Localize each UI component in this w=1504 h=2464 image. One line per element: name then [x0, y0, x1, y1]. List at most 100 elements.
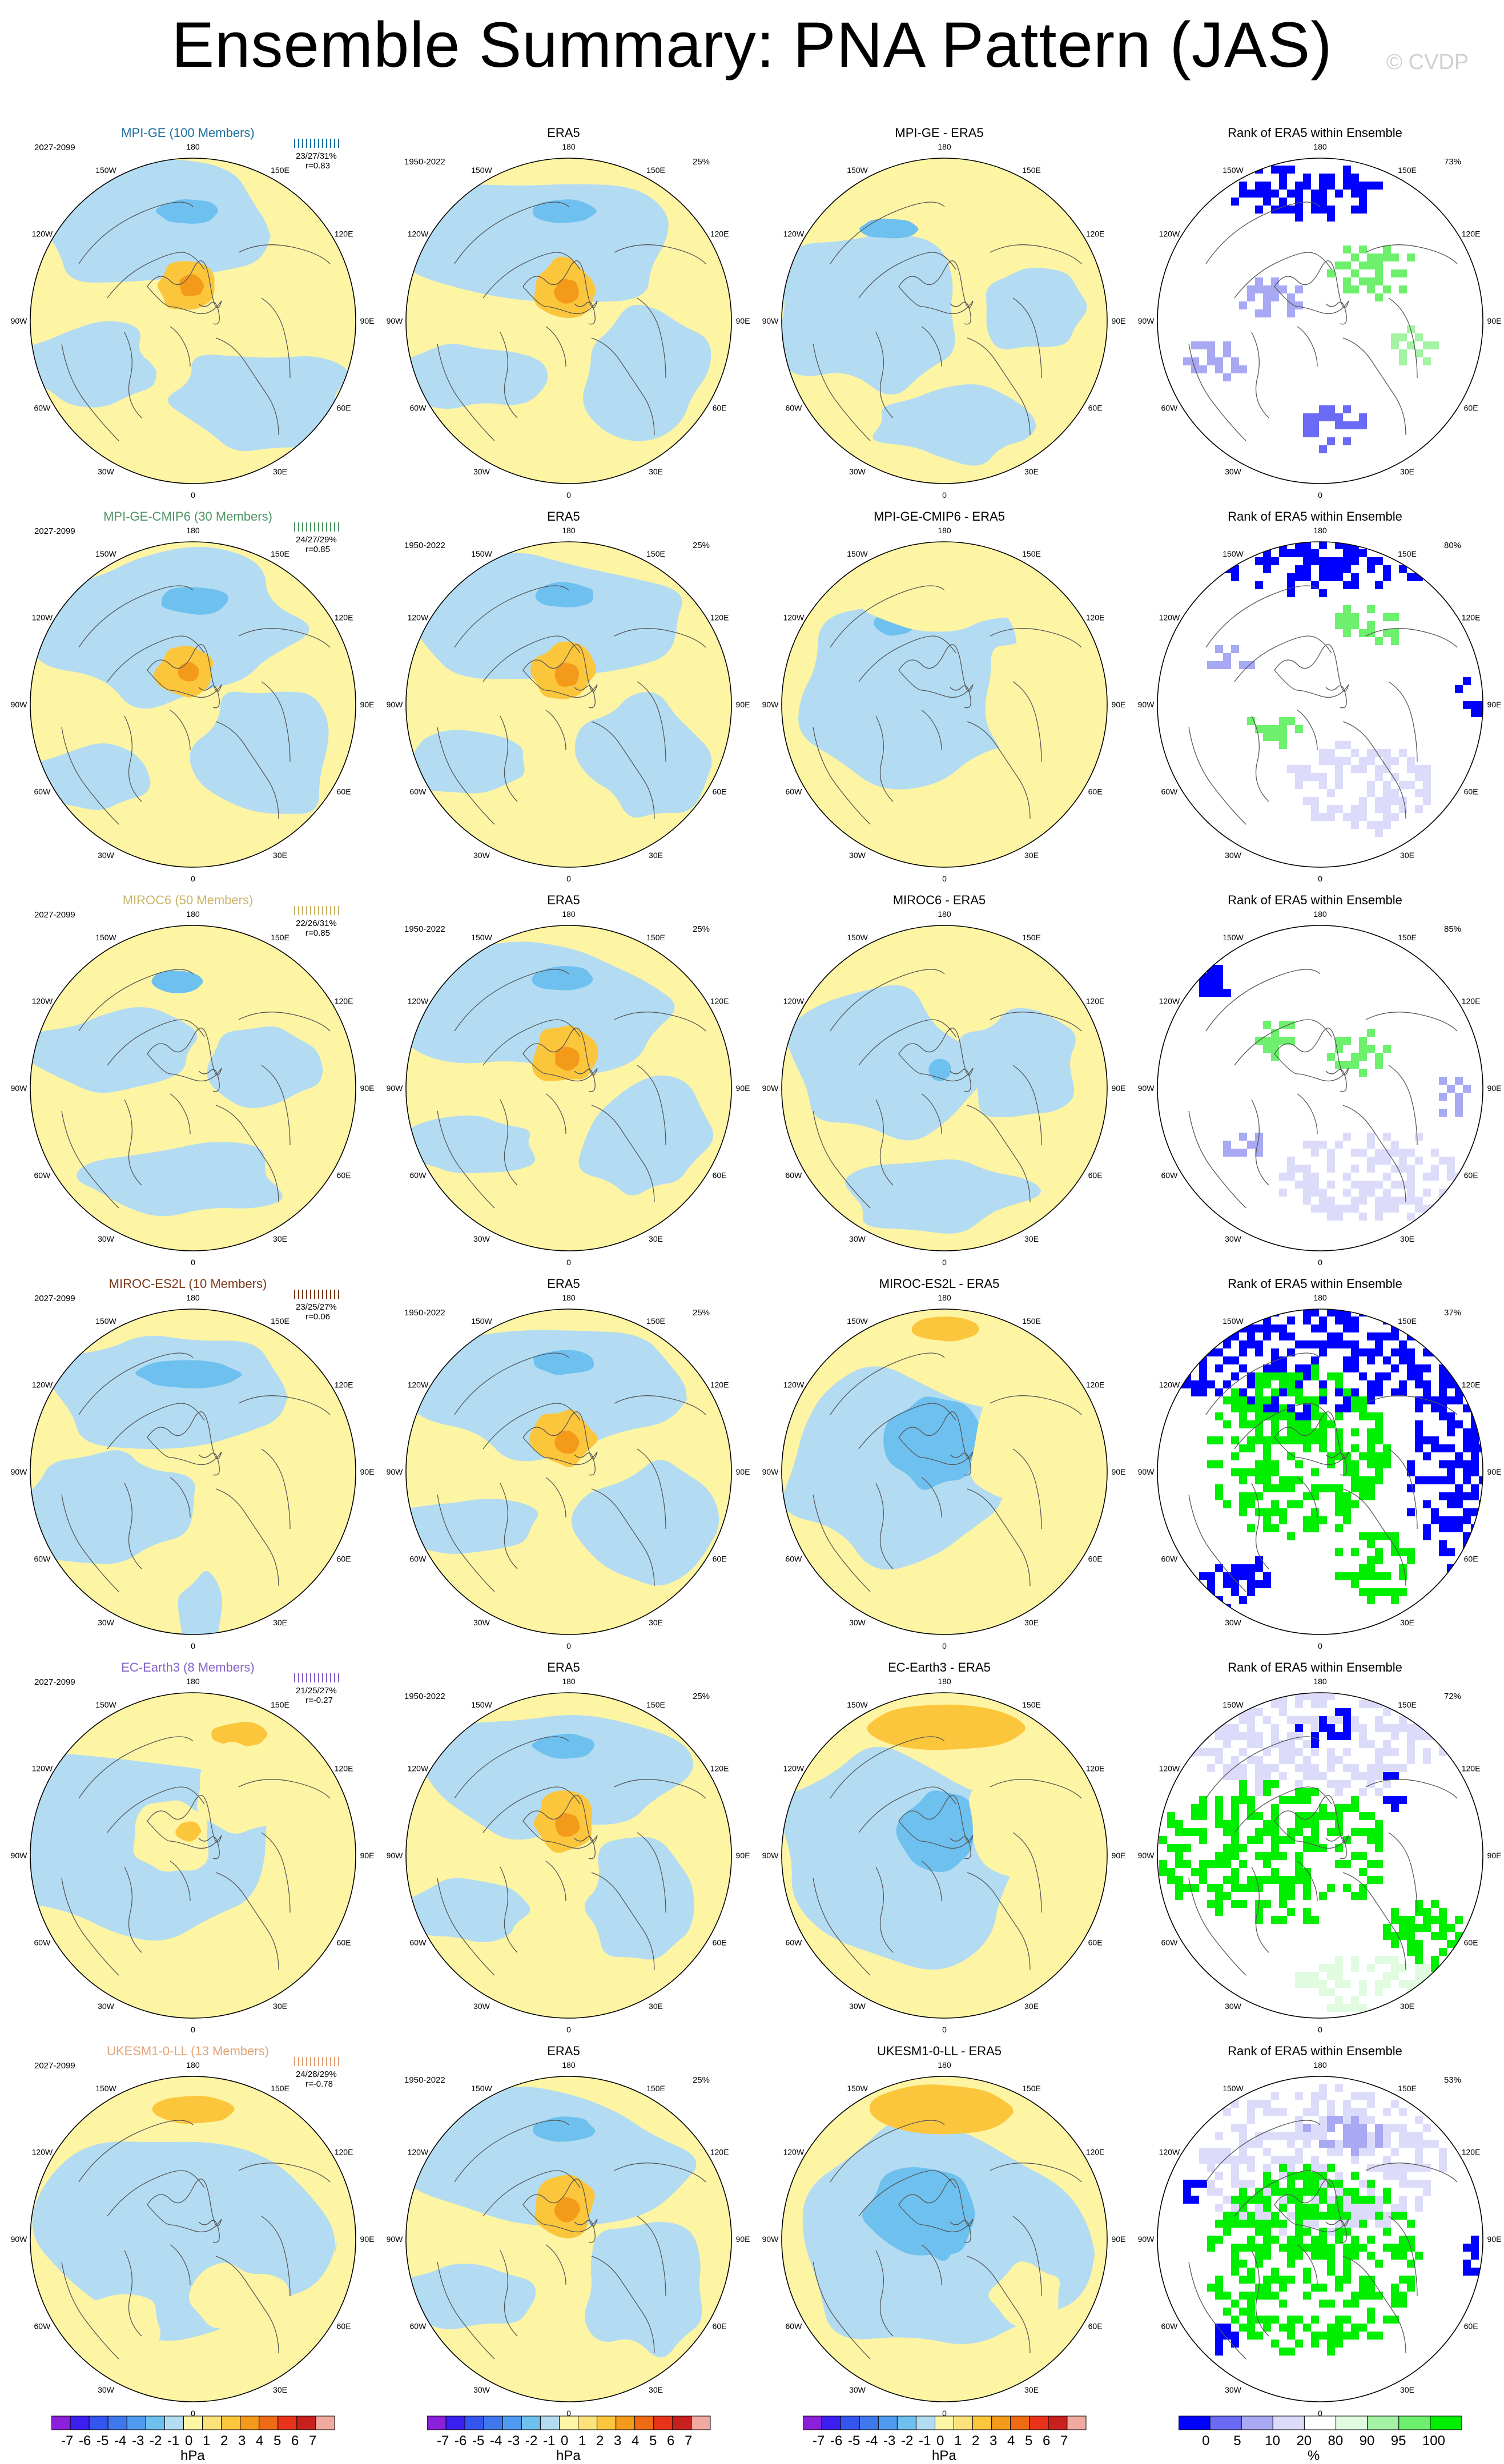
rank-cell: [1351, 2116, 1359, 2124]
rank-title: Rank of ERA5 within Ensemble: [1228, 2044, 1402, 2058]
rank-cell: [1343, 2188, 1351, 2196]
rank-cell: [1223, 2212, 1231, 2220]
rank-cell: [1343, 621, 1351, 629]
rank-cell: [1263, 1484, 1271, 1492]
rank-cell: [1327, 2204, 1335, 2212]
rank-cell: [1343, 557, 1351, 565]
rank-cell: [1311, 2092, 1319, 2100]
rank-cell: [1415, 1364, 1423, 1372]
rank-cell: [1247, 2236, 1255, 2244]
rank-cell: [1271, 2180, 1279, 2188]
rank-cell: [1207, 1348, 1215, 1356]
rank-cell: [1375, 1380, 1383, 1388]
rank-cell: [1319, 2252, 1327, 2260]
legend-swatch: [597, 2415, 617, 2430]
rank-cell: [1319, 749, 1327, 757]
legend-swatch: [691, 2415, 711, 2430]
rank-cell: [1215, 2284, 1223, 2292]
rank-cell: [1327, 805, 1335, 813]
coastline: [238, 244, 331, 264]
rank-cell: [1327, 1372, 1335, 1380]
rank-cell: [1319, 2180, 1327, 2188]
rank-cell: [1439, 2164, 1447, 2172]
difference-title: MIROC6 - ERA5: [892, 893, 986, 907]
rank-cell: [1343, 1732, 1351, 1740]
rank-cell: [1383, 2124, 1391, 2132]
rank-cell: [1191, 1732, 1199, 1740]
rank-cell: [1375, 2140, 1383, 2148]
rank-cell: [1303, 1884, 1311, 1892]
rank-cell: [1223, 1852, 1231, 1860]
rank-cell: [1255, 1428, 1263, 1436]
rank-cell: [1455, 1484, 1463, 1492]
coastline: [1342, 2256, 1406, 2354]
longitude-label: 0: [942, 1641, 947, 1650]
rank-cell: [1415, 1924, 1423, 1932]
rank-cell: [1367, 1452, 1375, 1460]
rank-percent-label: 53%: [1444, 2075, 1462, 2085]
rank-cell: [1303, 1716, 1311, 1724]
rank-cell: [1479, 1516, 1483, 1524]
rank-cell: [1399, 2140, 1407, 2148]
rank-cell: [1319, 182, 1327, 190]
rank-cell: [1335, 2284, 1343, 2292]
longitude-label: 180: [186, 1677, 200, 1686]
rank-cell: [1295, 214, 1303, 222]
rank-cell: [1423, 1476, 1431, 1484]
legend-swatch: [315, 2415, 335, 2430]
longitude-label: 180: [186, 2060, 200, 2070]
rank-cell: [1343, 565, 1351, 573]
rank-cell: [1335, 1309, 1343, 1316]
rank-cell: [1359, 1564, 1367, 1572]
rank-cell: [1335, 1980, 1343, 1988]
rank-cell: [1279, 198, 1287, 206]
rank-cell: [1439, 1348, 1447, 1356]
longitude-label: 30W: [473, 1618, 490, 1627]
model-panel: 180 150E 120E 90E 60E 30E 0 30W 60W 90W 120W 150W MP…: [0, 126, 376, 507]
anomaly-contour: [152, 2096, 236, 2124]
rank-cell: [1415, 2140, 1423, 2148]
legend-unit: hPa: [932, 2448, 956, 2463]
rank-cell: [1303, 1412, 1311, 1420]
rank-cell: [1359, 2212, 1367, 2220]
legend-tick-label: 0: [185, 2433, 193, 2449]
legend-swatch: [427, 2415, 447, 2430]
rank-cell: [1415, 1324, 1423, 1332]
rank-cell: [1471, 1340, 1479, 1348]
rank-cell: [1247, 2164, 1255, 2172]
rank-cell: [1391, 1596, 1399, 1604]
coastline: [238, 1012, 331, 1032]
rank-cell: [1263, 1516, 1271, 1524]
rank-cell: [1359, 1301, 1367, 1309]
legend-swatch: [840, 2415, 860, 2430]
rank-cell: [1183, 2180, 1191, 2188]
coastline: [454, 1352, 569, 1415]
rank-cell: [1255, 1828, 1263, 1836]
rank-cell: [1455, 685, 1463, 693]
legend-swatch: [126, 2415, 146, 2430]
rank-cell: [1279, 1756, 1287, 1764]
coastline: [1388, 1448, 1418, 1529]
coastline: [1388, 2216, 1418, 2297]
rank-cell: [1255, 190, 1263, 198]
rank-cell: [1247, 285, 1255, 293]
coastline: [500, 1866, 518, 1953]
period-label: 2027-2099: [34, 910, 75, 920]
coastline: [813, 2261, 871, 2360]
longitude-label: 150E: [271, 549, 289, 558]
rank-cell: [1295, 549, 1303, 557]
rank-cell: [1207, 1436, 1215, 1444]
rank-cell: [1367, 2100, 1375, 2108]
rank-cell: [1327, 2300, 1335, 2308]
longitude-label: 150W: [1222, 1316, 1244, 1326]
legend-unit: hPa: [556, 2448, 581, 2463]
longitude-label: 150E: [271, 1316, 289, 1326]
longitude-label: 30E: [649, 851, 663, 860]
rank-cell: [1375, 749, 1383, 757]
rank-cell: [1287, 2188, 1295, 2196]
rank-cell: [1463, 677, 1471, 685]
rank-cell: [1303, 557, 1311, 565]
